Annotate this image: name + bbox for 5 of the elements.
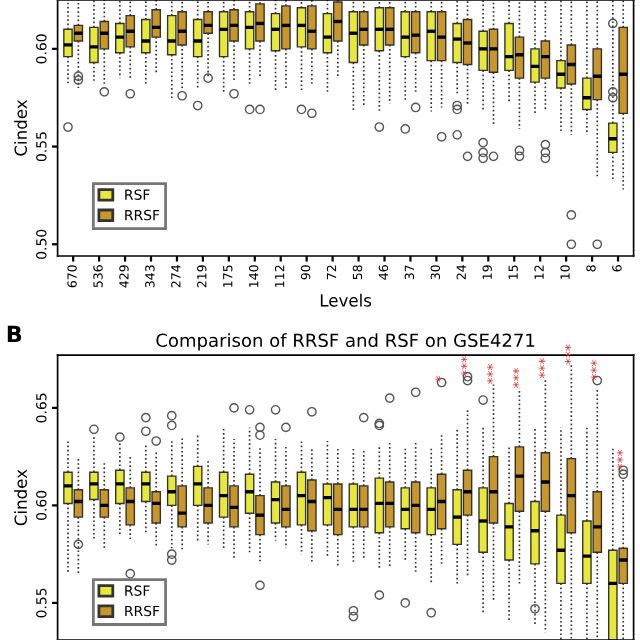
y-axis-title: Cindex — [14, 99, 28, 156]
y-axis-title: Cindex — [14, 469, 28, 526]
text: B — [7, 325, 22, 343]
x-axis-title: Levels — [320, 293, 372, 307]
chart-title: Comparison of RRSF and RSF on GSE4271 — [156, 333, 535, 351]
